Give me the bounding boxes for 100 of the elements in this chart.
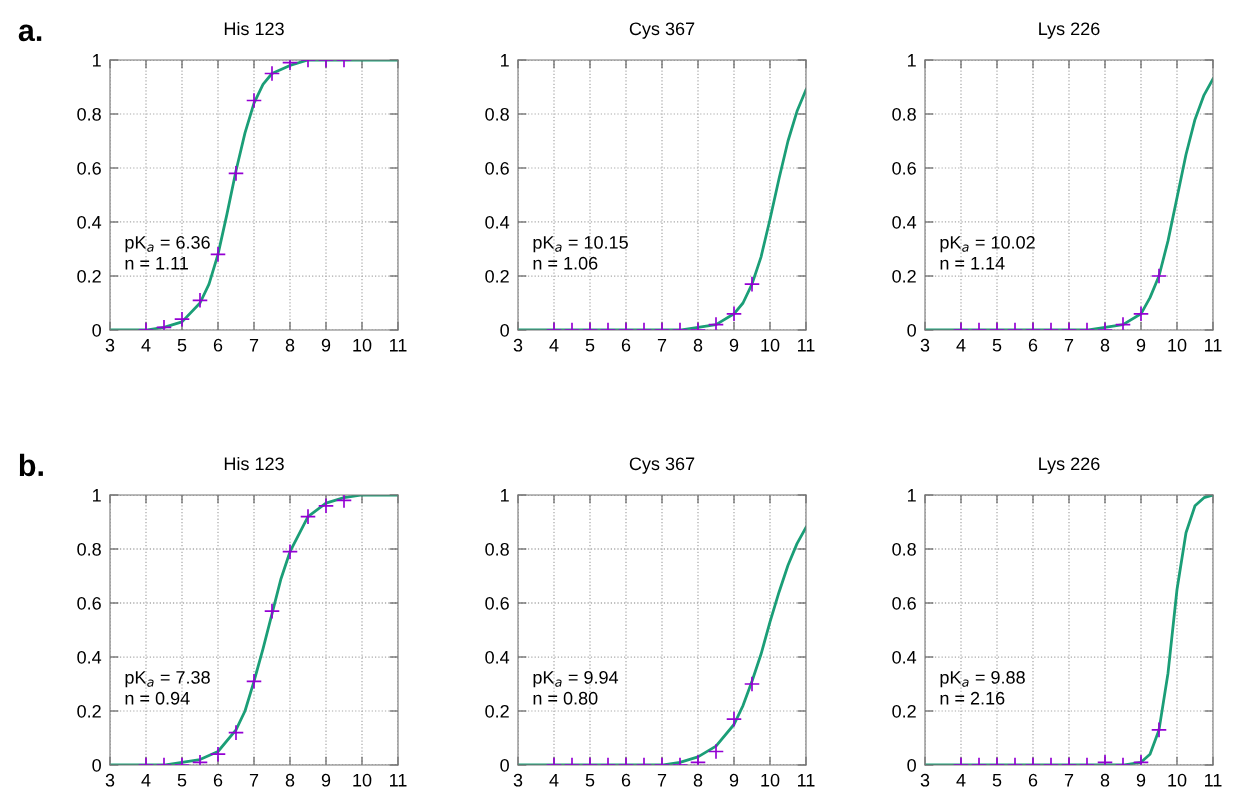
- x-tick-label: 6: [621, 773, 631, 787]
- y-tick-label: 1: [501, 489, 509, 502]
- x-tick-label: 5: [992, 774, 1002, 787]
- y-tick-label: 1: [93, 489, 101, 502]
- x-tick-label: 4: [549, 774, 559, 787]
- y-tick-label: 0.4: [485, 215, 510, 229]
- y-tick-label: 0.8: [77, 542, 101, 556]
- y-tick-label: 1: [908, 54, 916, 67]
- y-tick-label: 0.4: [892, 650, 917, 664]
- x-tick-label: 11: [1205, 339, 1222, 352]
- x-tick-label: 7: [1064, 339, 1074, 352]
- annotation: pK$_{a}$ = 9.88 n = 2.16: [940, 671, 1025, 705]
- x-tick-label: 5: [992, 339, 1002, 352]
- y-tick-label: 0.6: [892, 596, 916, 610]
- chart-title: Lys 226: [1039, 457, 1100, 474]
- x-tick-label: 10: [353, 338, 372, 352]
- x-tick-label: 4: [549, 339, 559, 352]
- x-tick-label: 9: [729, 773, 739, 787]
- x-tick-label: 4: [141, 774, 151, 787]
- y-tick-label: 0.6: [77, 161, 101, 175]
- annotation: pK$_{a}$ = 9.94 n = 0.80: [533, 671, 619, 705]
- x-tick-label: 5: [177, 774, 187, 787]
- y-tick-label: 1: [908, 489, 916, 502]
- x-tick-label: 11: [390, 774, 407, 787]
- y-tick-label: 0.8: [77, 107, 101, 121]
- x-tick-label: 6: [1028, 773, 1038, 787]
- y-tick-label: 0.8: [485, 107, 509, 121]
- chart-title: Cys 367: [629, 22, 695, 39]
- chart-title: His 123: [224, 456, 284, 471]
- x-tick-label: 3: [920, 338, 930, 352]
- y-tick-label: 0.4: [485, 650, 510, 664]
- y-tick-label: 0.2: [77, 704, 101, 718]
- chart-title: Cys 367: [629, 457, 695, 474]
- x-tick-label: 8: [1100, 338, 1110, 352]
- x-tick-label: 7: [249, 339, 259, 352]
- x-tick-label: 6: [621, 338, 631, 352]
- x-tick-label: 3: [105, 338, 115, 352]
- y-tick-label: 0.8: [892, 542, 916, 556]
- x-tick-label: 6: [1028, 338, 1038, 352]
- y-tick-label: 0.4: [77, 650, 102, 664]
- text: b.: [19, 453, 43, 477]
- x-tick-label: 9: [1136, 773, 1146, 787]
- x-tick-label: 5: [585, 339, 595, 352]
- chart-title: Lys 226: [1039, 22, 1100, 39]
- x-tick-label: 4: [956, 339, 966, 352]
- x-tick-label: 11: [1205, 774, 1222, 787]
- y-tick-label: 0: [92, 323, 101, 337]
- x-tick-label: 4: [141, 339, 151, 352]
- y-tick-label: 1: [93, 54, 101, 67]
- x-tick-label: 7: [657, 774, 667, 787]
- chart-title: His 123: [224, 21, 284, 36]
- x-tick-label: 11: [390, 339, 407, 352]
- x-tick-label: 8: [693, 338, 703, 352]
- text: a.: [18, 24, 42, 42]
- y-tick-label: 0.6: [892, 161, 916, 175]
- x-tick-label: 5: [585, 774, 595, 787]
- x-tick-label: 3: [513, 773, 523, 787]
- x-tick-label: 10: [761, 773, 780, 787]
- x-tick-label: 9: [1136, 338, 1146, 352]
- y-tick-label: 0.4: [892, 215, 917, 229]
- x-tick-label: 10: [761, 338, 780, 352]
- y-tick-label: 0.2: [77, 269, 101, 283]
- x-tick-label: 5: [177, 339, 187, 352]
- x-tick-label: 3: [513, 338, 523, 352]
- y-tick-label: 0: [907, 323, 916, 337]
- y-tick-label: 0: [500, 758, 509, 772]
- y-tick-label: 0.8: [485, 542, 509, 556]
- y-tick-label: 0.2: [892, 269, 916, 283]
- y-tick-label: 0.6: [77, 596, 101, 610]
- y-tick-label: 0.4: [77, 215, 102, 229]
- x-tick-label: 11: [798, 774, 815, 787]
- annotation: pK$_{a}$ = 10.02 n = 1.14: [940, 236, 1035, 270]
- x-tick-label: 10: [1168, 773, 1187, 787]
- x-tick-label: 8: [693, 773, 703, 787]
- y-tick-label: 0.6: [485, 161, 509, 175]
- y-tick-label: 0.2: [892, 704, 916, 718]
- y-tick-label: 0.2: [485, 269, 509, 283]
- x-tick-label: 10: [353, 773, 372, 787]
- x-tick-label: 8: [285, 773, 295, 787]
- x-tick-label: 9: [321, 338, 331, 352]
- y-tick-label: 0.6: [485, 596, 509, 610]
- x-tick-label: 9: [729, 338, 739, 352]
- x-tick-label: 8: [285, 338, 295, 352]
- x-tick-label: 9: [321, 773, 331, 787]
- x-tick-label: 3: [920, 773, 930, 787]
- x-tick-label: 6: [213, 773, 223, 787]
- x-tick-label: 3: [105, 773, 115, 787]
- x-tick-label: 4: [956, 774, 966, 787]
- x-tick-label: 7: [1064, 774, 1074, 787]
- annotation: pK$_{a}$ = 10.15 n = 1.06: [533, 236, 628, 270]
- x-tick-label: 8: [1100, 773, 1110, 787]
- x-tick-label: 7: [657, 339, 667, 352]
- y-tick-label: 0: [907, 758, 916, 772]
- x-tick-label: 7: [249, 774, 259, 787]
- x-tick-label: 11: [798, 339, 815, 352]
- x-tick-label: 6: [213, 338, 223, 352]
- y-tick-label: 1: [501, 54, 509, 67]
- y-tick-label: 0: [500, 323, 509, 337]
- y-tick-label: 0.2: [485, 704, 509, 718]
- x-tick-label: 10: [1168, 338, 1187, 352]
